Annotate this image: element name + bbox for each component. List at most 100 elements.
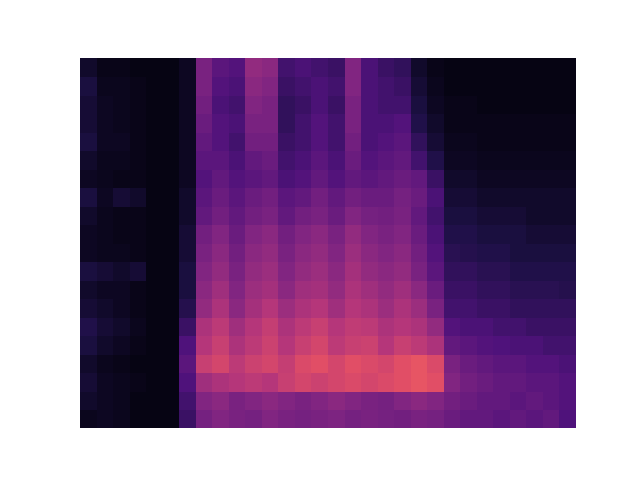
cell [179, 206, 196, 225]
cell [477, 95, 494, 114]
cell [113, 95, 130, 114]
cell [444, 373, 461, 392]
cell [345, 373, 362, 392]
cell [328, 132, 345, 151]
cell [427, 151, 444, 170]
cell [543, 354, 560, 373]
cell [130, 151, 147, 170]
cell [345, 225, 362, 244]
cell [361, 58, 378, 77]
cell [345, 354, 362, 373]
cell [510, 262, 527, 281]
cell [427, 114, 444, 133]
cell [477, 391, 494, 410]
cell [278, 206, 295, 225]
cell [146, 95, 163, 114]
cell [526, 206, 543, 225]
cell [411, 169, 428, 188]
cell [80, 243, 97, 262]
cell [311, 114, 328, 133]
cell [394, 169, 411, 188]
cell [444, 95, 461, 114]
cell [229, 280, 246, 299]
cell [278, 262, 295, 281]
cell [179, 262, 196, 281]
cell [460, 206, 477, 225]
cell [510, 132, 527, 151]
cell [559, 354, 576, 373]
cell [460, 132, 477, 151]
cell [328, 336, 345, 355]
cell [311, 317, 328, 336]
cell [196, 206, 213, 225]
cell [378, 262, 395, 281]
cell [444, 225, 461, 244]
cell [361, 188, 378, 207]
cell [411, 151, 428, 170]
cell [146, 336, 163, 355]
cell [179, 225, 196, 244]
cell [345, 132, 362, 151]
cell [345, 243, 362, 262]
cell [278, 95, 295, 114]
cell [493, 354, 510, 373]
cell [163, 77, 180, 96]
cell [146, 188, 163, 207]
cell [212, 114, 229, 133]
cell [477, 58, 494, 77]
cell [361, 243, 378, 262]
cell [411, 58, 428, 77]
cell [196, 354, 213, 373]
cell [526, 336, 543, 355]
cell [394, 299, 411, 318]
cell [97, 151, 114, 170]
cell [559, 95, 576, 114]
cell [295, 114, 312, 133]
cell [411, 206, 428, 225]
cell [411, 280, 428, 299]
cell [460, 95, 477, 114]
cell [80, 262, 97, 281]
cell [361, 354, 378, 373]
cell [345, 95, 362, 114]
cell [97, 77, 114, 96]
cell [345, 410, 362, 429]
cell [427, 262, 444, 281]
cell [460, 58, 477, 77]
cell [345, 299, 362, 318]
cell [196, 95, 213, 114]
cell [295, 299, 312, 318]
cell [130, 262, 147, 281]
cell [477, 151, 494, 170]
cell [361, 262, 378, 281]
cell [163, 95, 180, 114]
cell [493, 391, 510, 410]
cell [179, 354, 196, 373]
cell [97, 58, 114, 77]
cell [80, 317, 97, 336]
cell [378, 132, 395, 151]
cell [378, 188, 395, 207]
cell [130, 188, 147, 207]
cell [460, 391, 477, 410]
cell [245, 262, 262, 281]
cell [80, 114, 97, 133]
cell [394, 280, 411, 299]
cell [278, 280, 295, 299]
cell [411, 410, 428, 429]
cell [196, 58, 213, 77]
cell [97, 188, 114, 207]
cell [163, 391, 180, 410]
cell [245, 225, 262, 244]
cell [295, 373, 312, 392]
cell [543, 169, 560, 188]
cell [378, 151, 395, 170]
cell [378, 410, 395, 429]
cell [146, 373, 163, 392]
cell [543, 95, 560, 114]
cell [80, 95, 97, 114]
cell [345, 114, 362, 133]
cell [113, 77, 130, 96]
cell [295, 151, 312, 170]
cell [163, 354, 180, 373]
